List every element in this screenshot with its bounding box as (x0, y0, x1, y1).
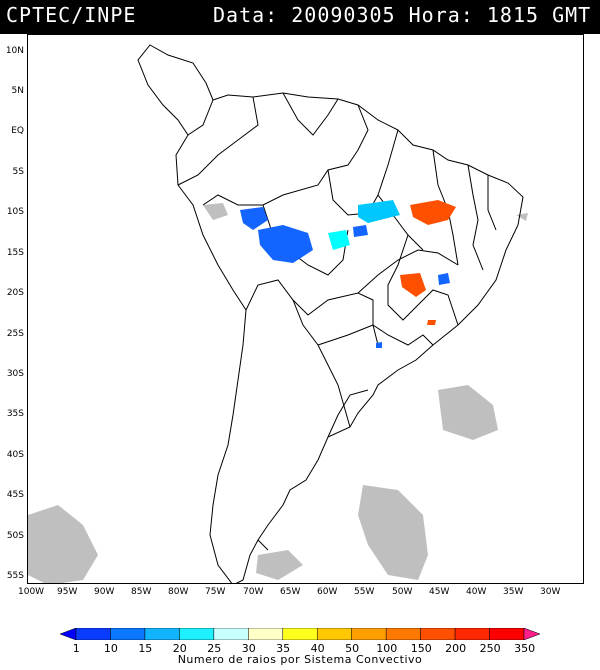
title-bar: CPTEC/INPE Data: 20090305 Hora: 1815 GMT (0, 0, 600, 34)
color-scale-bar (60, 628, 540, 640)
lat-label: 55S (6, 571, 24, 581)
lon-label: 75W (205, 587, 226, 597)
lon-label: 95W (57, 587, 78, 597)
datetime-label: Data: 20090305 Hora: 1815 GMT (213, 3, 592, 27)
colorbar-max-arrow (523, 628, 540, 640)
lon-label: 45W (429, 587, 450, 597)
lon-label: 40W (466, 587, 487, 597)
colorbar-label: 20 (172, 642, 187, 655)
colorbar-swatch (179, 628, 215, 640)
lat-label: EQ (11, 126, 24, 136)
lat-label: 30S (6, 369, 24, 379)
colorbar-label: 25 (207, 642, 222, 655)
colorbar-swatch (454, 628, 490, 640)
mato-grosso-cyan (328, 230, 350, 250)
colorbar-label: 100 (376, 642, 398, 655)
colorbar-label: 30 (241, 642, 256, 655)
satellite-clouds (28, 203, 528, 583)
colorbar-label: 250 (479, 642, 501, 655)
colorbar-swatch (489, 628, 525, 640)
colorbar-label: 10 (103, 642, 118, 655)
colorbar-swatch (110, 628, 146, 640)
lat-label: 25S (6, 329, 24, 339)
lon-label: 55W (354, 587, 375, 597)
map-frame (27, 34, 584, 584)
lon-label: 70W (243, 587, 264, 597)
lat-label: 50S (6, 531, 24, 541)
colorbar-swatch (385, 628, 421, 640)
legend-caption: Numero de raios por Sistema Convectivo (177, 653, 423, 666)
lon-label: 30W (540, 587, 561, 597)
lon-label: 60W (317, 587, 338, 597)
colorbar-swatch (248, 628, 284, 640)
bahia-orange-cluster (410, 200, 456, 225)
colorbar-label: 150 (410, 642, 432, 655)
colorbar-label: 1 (72, 642, 80, 655)
lon-label: 65W (280, 587, 301, 597)
colorbar-swatch (144, 628, 180, 640)
colorbar-label: 35 (276, 642, 291, 655)
western-amazon-cluster (240, 207, 268, 230)
colorbar-min-arrow (60, 628, 77, 640)
colorbar-label: 200 (445, 642, 467, 655)
lat-label: 5S (12, 167, 24, 177)
lon-label: 85W (131, 587, 152, 597)
lon-label: 90W (94, 587, 115, 597)
colorbar-label: 50 (345, 642, 360, 655)
colorbar-swatch (75, 628, 111, 640)
colorbar-label: 350 (514, 642, 536, 655)
colorbar-swatch (351, 628, 387, 640)
country-borders (137, 44, 524, 583)
lat-label: 10N (5, 46, 24, 56)
lat-label: 35S (6, 409, 24, 419)
lon-label: 80W (168, 587, 189, 597)
lon-label: 100W (18, 587, 45, 597)
colorbar-label: 40 (310, 642, 325, 655)
source-label: CPTEC/INPE (6, 3, 137, 27)
colorbar-swatch (213, 628, 249, 640)
lat-label: 45S (6, 490, 24, 500)
lat-label: 15S (6, 248, 24, 258)
convective-systems (240, 200, 456, 348)
lat-label: 40S (6, 450, 24, 460)
minas-orange-cluster (400, 273, 426, 297)
para-cyan-cluster (358, 200, 400, 223)
bolivia-cluster (258, 225, 313, 263)
colorbar-swatch (420, 628, 456, 640)
colorbar-swatch (316, 628, 352, 640)
lat-label: 10S (6, 207, 24, 217)
lat-label: 5N (11, 86, 24, 96)
map-canvas (28, 44, 528, 583)
lon-label: 50W (392, 587, 413, 597)
colorbar-swatch (282, 628, 318, 640)
lat-label: 20S (6, 288, 24, 298)
lon-label: 35W (503, 587, 524, 597)
colorbar-label: 15 (138, 642, 153, 655)
